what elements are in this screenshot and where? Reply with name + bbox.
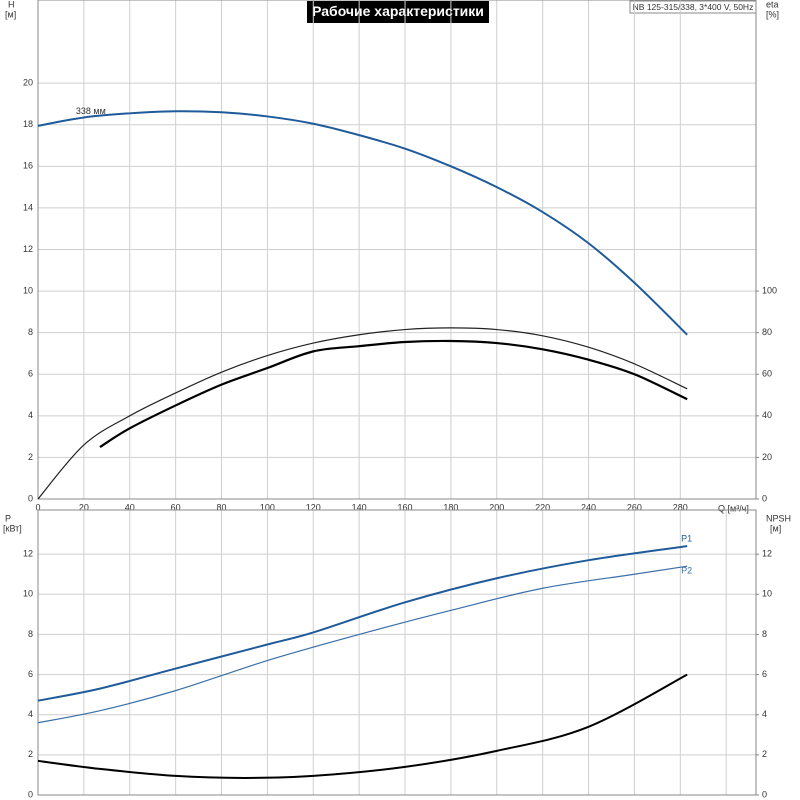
x-tick-label: 20 <box>79 502 89 512</box>
x-tick-label: 60 <box>171 502 181 512</box>
y-tick-label: 10 <box>23 589 33 599</box>
y-tick-label: 16 <box>23 161 33 171</box>
y2-tick-label: 80 <box>762 327 772 337</box>
x-tick-label: 200 <box>489 502 504 512</box>
x-tick-label: 0 <box>35 502 40 512</box>
y2-axis-unit: [%] <box>766 9 779 19</box>
y-axis-label: P <box>5 513 11 523</box>
y2-tick-label: 10 <box>762 589 772 599</box>
x-tick-label: 40 <box>125 502 135 512</box>
y2-axis-unit: [м] <box>770 523 781 533</box>
x-tick-label: 260 <box>627 502 642 512</box>
y2-tick-label: 0 <box>762 789 767 799</box>
series-label: P1 <box>681 534 692 544</box>
x-tick-label: 220 <box>535 502 550 512</box>
y-tick-label: 14 <box>23 202 33 212</box>
series-label: 338 мм <box>76 106 106 116</box>
curve <box>37 110 688 336</box>
curve <box>37 545 688 702</box>
y2-tick-label: 40 <box>762 410 772 420</box>
plot-frame <box>37 0 757 500</box>
y-tick-label: 10 <box>23 285 33 295</box>
y-tick-label: 6 <box>28 669 33 679</box>
y2-tick-label: 12 <box>762 549 772 559</box>
y2-tick-label: 6 <box>762 669 767 679</box>
x-tick-label: 140 <box>352 502 367 512</box>
y-tick-label: 8 <box>28 327 33 337</box>
y2-tick-label: 20 <box>762 452 772 462</box>
y-axis-unit: [кВт] <box>3 523 22 533</box>
curve <box>37 673 688 779</box>
x-tick-label: 160 <box>398 502 413 512</box>
y-tick-label: 2 <box>28 452 33 462</box>
y-tick-label: 18 <box>23 119 33 129</box>
y-tick-label: 8 <box>28 629 33 639</box>
y2-tick-label: 4 <box>762 709 767 719</box>
y-axis-unit: [м] <box>5 9 16 19</box>
chart-title: Рабочие характеристики <box>312 3 484 19</box>
y2-axis-label: eta <box>766 0 779 9</box>
x-tick-label: 80 <box>217 502 227 512</box>
x-tick-label: 100 <box>260 502 275 512</box>
y2-tick-label: 100 <box>762 285 777 295</box>
x-tick-label: 120 <box>306 502 321 512</box>
curve <box>99 339 688 448</box>
y-tick-label: 6 <box>28 369 33 379</box>
y2-axis-label: NPSH <box>766 513 791 523</box>
y-tick-label: 20 <box>23 78 33 88</box>
y-tick-label: 4 <box>28 410 33 420</box>
plot-frame <box>37 509 757 796</box>
curve <box>37 565 688 724</box>
y-tick-label: 2 <box>28 749 33 759</box>
x-tick-label: 280 <box>673 502 688 512</box>
y-tick-label: 12 <box>23 244 33 254</box>
y2-tick-label: 2 <box>762 749 767 759</box>
y-axis-label: H <box>8 0 15 9</box>
curve <box>37 327 688 500</box>
y-tick-label: 0 <box>28 493 33 503</box>
y2-tick-label: 0 <box>762 493 767 503</box>
y2-tick-label: 60 <box>762 369 772 379</box>
chart-subtitle: NB 125-315/338, 3*400 V, 50Hz <box>633 2 754 12</box>
y-tick-label: 0 <box>28 789 33 799</box>
x-axis-label: Q [м³/ч] <box>718 503 749 513</box>
series-label: P2 <box>681 566 692 576</box>
y-tick-label: 4 <box>28 709 33 719</box>
title-box <box>307 1 489 23</box>
y-tick-label: 12 <box>23 549 33 559</box>
x-tick-label: 240 <box>581 502 596 512</box>
x-tick-label: 180 <box>443 502 458 512</box>
y2-tick-label: 8 <box>762 629 767 639</box>
